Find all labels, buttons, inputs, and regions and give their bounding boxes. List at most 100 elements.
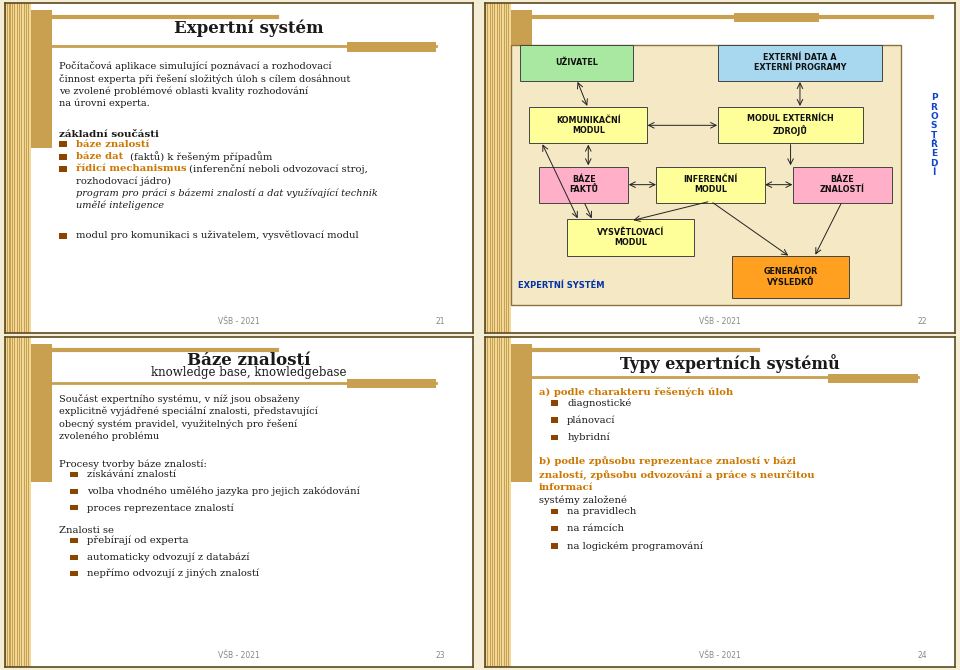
FancyBboxPatch shape: [732, 255, 850, 298]
FancyBboxPatch shape: [22, 3, 24, 333]
Text: MODUL EXTERNÍCH
ZDROJŮ: MODUL EXTERNÍCH ZDROJŮ: [747, 115, 834, 136]
FancyBboxPatch shape: [25, 3, 26, 333]
FancyBboxPatch shape: [530, 107, 647, 143]
FancyBboxPatch shape: [494, 3, 495, 333]
FancyBboxPatch shape: [21, 337, 22, 667]
FancyBboxPatch shape: [510, 3, 511, 333]
FancyBboxPatch shape: [504, 3, 505, 333]
FancyBboxPatch shape: [487, 3, 489, 333]
FancyBboxPatch shape: [504, 337, 505, 667]
FancyBboxPatch shape: [17, 337, 19, 667]
FancyBboxPatch shape: [489, 3, 490, 333]
Text: EXTERNÍ DATA A
EXTERNÍ PROGRAMY: EXTERNÍ DATA A EXTERNÍ PROGRAMY: [754, 53, 846, 72]
FancyBboxPatch shape: [28, 337, 30, 667]
FancyBboxPatch shape: [27, 337, 28, 667]
FancyBboxPatch shape: [493, 3, 494, 333]
Text: Počítačová aplikace simulující poznávací a rozhodovací
činnost experta při řešen: Počítačová aplikace simulující poznávací…: [59, 61, 350, 108]
Text: volba vhodného umělého jazyka pro jejich zakódování: volba vhodného umělého jazyka pro jejich…: [86, 486, 360, 496]
Text: na rámcích: na rámcích: [567, 525, 624, 533]
FancyBboxPatch shape: [11, 3, 12, 333]
FancyBboxPatch shape: [13, 337, 14, 667]
FancyBboxPatch shape: [17, 3, 19, 333]
Text: Procesy tvorby báze znalostí:: Procesy tvorby báze znalostí:: [59, 460, 206, 469]
FancyBboxPatch shape: [500, 3, 501, 333]
FancyBboxPatch shape: [15, 3, 16, 333]
FancyBboxPatch shape: [19, 3, 20, 333]
Text: knowledge base, knowledgebase: knowledge base, knowledgebase: [151, 366, 347, 379]
FancyBboxPatch shape: [26, 337, 27, 667]
Text: základní součásti: základní součásti: [59, 130, 158, 139]
FancyBboxPatch shape: [491, 3, 492, 333]
FancyBboxPatch shape: [6, 3, 7, 333]
FancyBboxPatch shape: [505, 3, 506, 333]
Text: Báze znalostí: Báze znalostí: [186, 352, 310, 368]
Text: automaticky odvozují z databází: automaticky odvozují z databází: [86, 553, 250, 562]
Text: hybridní: hybridní: [567, 432, 610, 442]
FancyBboxPatch shape: [10, 337, 11, 667]
Text: P
R
O
S
T
Ř
E
D
Í: P R O S T Ř E D Í: [930, 93, 938, 177]
FancyBboxPatch shape: [24, 337, 25, 667]
FancyBboxPatch shape: [502, 3, 504, 333]
FancyBboxPatch shape: [487, 337, 489, 667]
Text: program pro práci s bázemi znalostí a dat využívající technik: program pro práci s bázemi znalostí a da…: [77, 189, 378, 198]
FancyBboxPatch shape: [509, 3, 510, 333]
Text: 22: 22: [918, 317, 927, 326]
Text: diagnostické: diagnostické: [567, 398, 632, 407]
FancyBboxPatch shape: [551, 543, 558, 549]
Text: Typy expertních systémů: Typy expertních systémů: [619, 354, 839, 373]
FancyBboxPatch shape: [496, 337, 497, 667]
FancyBboxPatch shape: [490, 3, 491, 333]
Text: na pravidlech: na pravidlech: [567, 507, 636, 516]
Text: VŠB - 2021: VŠB - 2021: [699, 317, 741, 326]
FancyBboxPatch shape: [718, 45, 882, 81]
FancyBboxPatch shape: [70, 571, 78, 576]
FancyBboxPatch shape: [15, 337, 16, 667]
FancyBboxPatch shape: [70, 472, 78, 478]
FancyBboxPatch shape: [551, 509, 558, 515]
FancyBboxPatch shape: [501, 337, 502, 667]
FancyBboxPatch shape: [505, 337, 506, 667]
FancyBboxPatch shape: [500, 337, 501, 667]
FancyBboxPatch shape: [70, 488, 78, 494]
FancyBboxPatch shape: [490, 337, 491, 667]
Text: modul pro komunikaci s uživatelem, vysvětlovací modul: modul pro komunikaci s uživatelem, vysvě…: [77, 231, 359, 241]
FancyBboxPatch shape: [511, 45, 901, 305]
FancyBboxPatch shape: [520, 45, 633, 81]
Text: báze dat: báze dat: [77, 152, 124, 161]
FancyBboxPatch shape: [793, 167, 892, 203]
FancyBboxPatch shape: [28, 3, 30, 333]
FancyBboxPatch shape: [13, 3, 14, 333]
Text: b) podle způsobu reprezentace znalostí v bázi: b) podle způsobu reprezentace znalostí v…: [539, 456, 796, 466]
FancyBboxPatch shape: [19, 337, 20, 667]
Text: KOMUNIKAČNÍ
MODUL: KOMUNIKAČNÍ MODUL: [556, 116, 621, 135]
Text: EXPERTNÍ SYSTÉM: EXPERTNÍ SYSTÉM: [517, 281, 604, 290]
FancyBboxPatch shape: [347, 42, 436, 52]
Text: VŠB - 2021: VŠB - 2021: [699, 651, 741, 659]
FancyBboxPatch shape: [20, 3, 21, 333]
FancyBboxPatch shape: [511, 344, 532, 482]
FancyBboxPatch shape: [551, 400, 558, 405]
FancyBboxPatch shape: [506, 337, 507, 667]
FancyBboxPatch shape: [7, 3, 9, 333]
FancyBboxPatch shape: [492, 3, 493, 333]
Text: (faktů) k řešeným případům: (faktů) k řešeným případům: [127, 151, 272, 162]
FancyBboxPatch shape: [485, 337, 486, 667]
FancyBboxPatch shape: [491, 337, 492, 667]
FancyBboxPatch shape: [70, 538, 78, 543]
Text: BÁZE
ZNALOSTÍ: BÁZE ZNALOSTÍ: [820, 175, 865, 194]
Text: VŠB - 2021: VŠB - 2021: [218, 317, 260, 326]
Text: a) podle charakteru řešených úloh: a) podle charakteru řešených úloh: [539, 387, 733, 397]
FancyBboxPatch shape: [510, 337, 511, 667]
FancyBboxPatch shape: [31, 344, 52, 482]
Text: INFERENČNÍ
MODUL: INFERENČNÍ MODUL: [684, 175, 738, 194]
FancyBboxPatch shape: [21, 3, 22, 333]
FancyBboxPatch shape: [26, 3, 27, 333]
FancyBboxPatch shape: [347, 379, 436, 388]
FancyBboxPatch shape: [499, 337, 500, 667]
FancyBboxPatch shape: [657, 167, 765, 203]
FancyBboxPatch shape: [493, 337, 494, 667]
FancyBboxPatch shape: [502, 337, 504, 667]
Text: Expertní systém: Expertní systém: [174, 19, 324, 37]
FancyBboxPatch shape: [11, 337, 12, 667]
Text: systémy založené: systémy založené: [539, 496, 627, 505]
